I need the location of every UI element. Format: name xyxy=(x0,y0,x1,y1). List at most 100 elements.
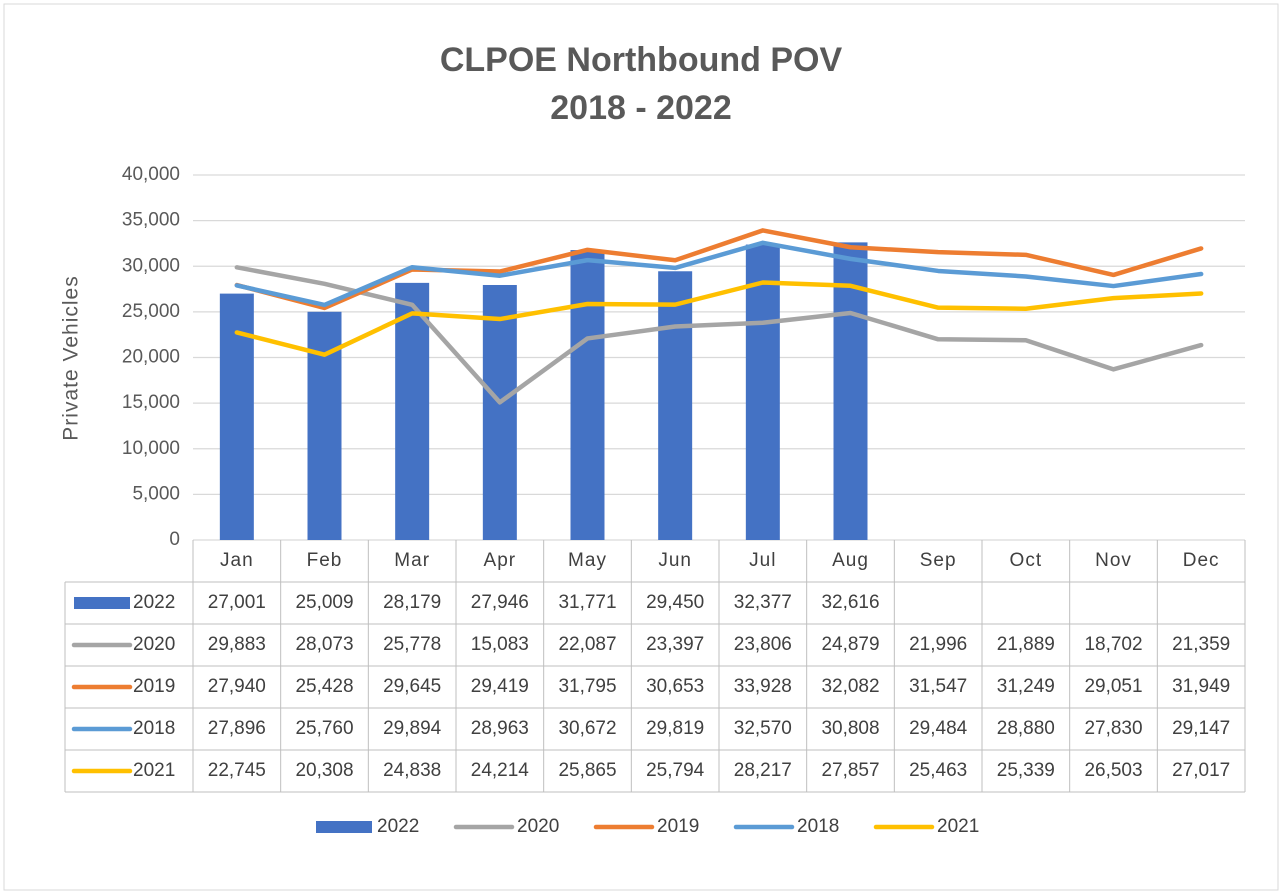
table-cell: 25,760 xyxy=(295,718,353,739)
table-cell: 31,771 xyxy=(558,592,616,613)
table-row-label: 2018 xyxy=(133,718,175,739)
table-cell: 27,001 xyxy=(208,592,266,613)
legend-key xyxy=(316,821,372,833)
table-row-label: 2020 xyxy=(133,634,175,655)
legend-label: 2019 xyxy=(657,816,699,837)
x-tick-label: Mar xyxy=(394,550,430,571)
table-row-label: 2021 xyxy=(133,760,175,781)
x-tick-label: Apr xyxy=(484,550,517,571)
y-tick-label: 5,000 xyxy=(132,483,180,504)
table-cell: 15,083 xyxy=(471,634,529,655)
table-cell: 25,339 xyxy=(997,760,1055,781)
table-cell: 28,179 xyxy=(383,592,441,613)
x-tick-label: Oct xyxy=(1010,550,1043,571)
table-cell: 28,963 xyxy=(471,718,529,739)
table-cell: 24,214 xyxy=(471,760,530,781)
chart-border xyxy=(3,3,1279,891)
table-cell: 31,949 xyxy=(1172,676,1230,697)
table-cell: 24,838 xyxy=(383,760,441,781)
bar xyxy=(658,271,693,540)
table-cell: 22,745 xyxy=(208,760,266,781)
bar xyxy=(395,282,430,540)
table-cell: 27,896 xyxy=(208,718,266,739)
table-cell: 29,645 xyxy=(383,676,441,697)
table-cell: 24,879 xyxy=(821,634,879,655)
bar xyxy=(745,244,780,540)
table-cell: 29,450 xyxy=(646,592,704,613)
table-cell: 23,806 xyxy=(734,634,792,655)
table-cell: 21,889 xyxy=(997,634,1055,655)
y-tick-label: 0 xyxy=(169,529,180,550)
table-cell: 21,996 xyxy=(909,634,967,655)
table-cell: 18,702 xyxy=(1084,634,1142,655)
y-tick-label: 20,000 xyxy=(122,347,180,368)
line xyxy=(234,265,1204,405)
table-cell: 27,857 xyxy=(821,760,879,781)
line xyxy=(234,280,1204,357)
bar xyxy=(833,242,868,540)
table-cell: 20,308 xyxy=(295,760,353,781)
x-tick-label: Nov xyxy=(1095,550,1132,571)
table-cell: 30,808 xyxy=(821,718,879,739)
table-cell: 31,249 xyxy=(997,676,1055,697)
table-cell: 27,940 xyxy=(208,676,266,697)
table-cell: 25,463 xyxy=(909,760,967,781)
table-cell: 25,794 xyxy=(646,760,705,781)
x-tick-label: May xyxy=(568,550,607,571)
x-tick-label: Dec xyxy=(1183,550,1220,571)
table-cell: 32,082 xyxy=(821,676,879,697)
y-axis-label: Private Vehicles xyxy=(60,275,83,440)
table-cell: 29,883 xyxy=(208,634,266,655)
y-tick-label: 40,000 xyxy=(122,164,180,185)
legend-label: 2018 xyxy=(797,816,839,837)
table-cell: 28,880 xyxy=(997,718,1055,739)
chart-subtitle: 2018 - 2022 xyxy=(550,89,732,127)
legend-label: 2020 xyxy=(517,816,559,837)
legend-label: 2021 xyxy=(937,816,979,837)
bar xyxy=(570,250,605,540)
table-cell: 29,894 xyxy=(383,718,442,739)
chart-title: CLPOE Northbound POV xyxy=(440,41,843,79)
table-cell: 29,051 xyxy=(1084,676,1142,697)
table-cell: 25,009 xyxy=(295,592,353,613)
table-cell: 31,547 xyxy=(909,676,967,697)
line xyxy=(234,240,1204,308)
table-cell: 32,570 xyxy=(734,718,792,739)
table-cell: 30,653 xyxy=(646,676,704,697)
table-row-label: 2022 xyxy=(133,592,175,613)
y-tick-label: 10,000 xyxy=(122,438,180,459)
table-cell: 25,778 xyxy=(383,634,441,655)
legend-label: 2022 xyxy=(377,816,419,837)
x-tick-label: Jan xyxy=(220,550,254,571)
table-cell: 27,830 xyxy=(1084,718,1142,739)
x-tick-label: Jun xyxy=(658,550,692,571)
x-tick-label: Feb xyxy=(307,550,343,571)
table-cell: 29,147 xyxy=(1172,718,1230,739)
table-cell: 32,377 xyxy=(734,592,792,613)
table-cell: 22,087 xyxy=(558,634,616,655)
table-cell: 29,419 xyxy=(471,676,529,697)
y-tick-label: 15,000 xyxy=(122,392,180,413)
y-tick-label: 30,000 xyxy=(122,255,180,276)
bar xyxy=(307,311,342,540)
table-cell: 21,359 xyxy=(1172,634,1230,655)
table-row-label: 2019 xyxy=(133,676,175,697)
x-tick-label: Jul xyxy=(749,550,776,571)
x-tick-label: Sep xyxy=(920,550,957,571)
table-cell: 31,795 xyxy=(558,676,616,697)
table-cell: 25,428 xyxy=(295,676,353,697)
table-cell: 29,484 xyxy=(909,718,968,739)
y-tick-label: 25,000 xyxy=(122,301,180,322)
table-cell: 27,946 xyxy=(471,592,529,613)
x-tick-label: Aug xyxy=(832,550,869,571)
table-cell: 23,397 xyxy=(646,634,704,655)
table-cell: 30,672 xyxy=(558,718,616,739)
table-cell: 28,217 xyxy=(734,760,792,781)
table-cell: 32,616 xyxy=(821,592,879,613)
table-cell: 26,503 xyxy=(1084,760,1142,781)
table-cell: 27,017 xyxy=(1172,760,1230,781)
table-cell: 25,865 xyxy=(558,760,616,781)
table-cell: 29,819 xyxy=(646,718,704,739)
